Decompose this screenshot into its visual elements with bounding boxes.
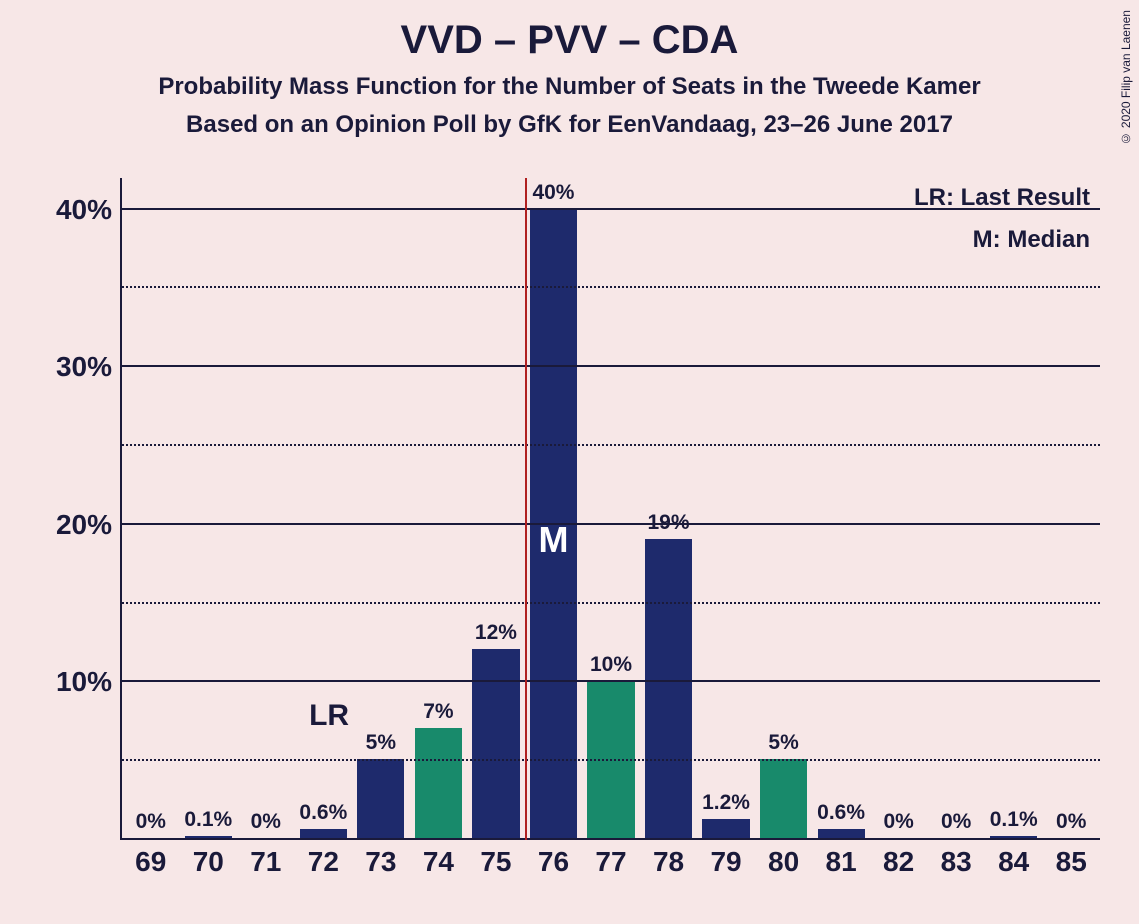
bar-slot: 0%83 [933,178,980,838]
bar-value-label: 5% [768,731,798,755]
bar-slot: 0%69 [127,178,174,838]
x-tick-label: 82 [883,846,914,878]
bar: 0.6% [300,829,347,838]
titles: VVD – PVV – CDA Probability Mass Functio… [0,0,1139,139]
x-tick-label: 70 [193,846,224,878]
y-tick-label: 20% [56,509,112,541]
x-tick-label: 69 [135,846,166,878]
gridline-minor [122,759,1100,761]
x-tick-label: 72 [308,846,339,878]
bar-slot: 5%80 [760,178,807,838]
gridline-major [122,208,1100,210]
bar: 0.1% [185,836,232,838]
bar-value-label: 0.1% [990,808,1038,832]
x-tick-label: 73 [365,846,396,878]
y-tick-label: 30% [56,351,112,383]
bar: 0.6% [818,829,865,838]
x-tick-label: 75 [480,846,511,878]
bar: 19% [645,539,692,838]
bar-value-label: 0.1% [184,808,232,832]
bar-slot: 0.1%84 [990,178,1037,838]
bar-value-label: 1.2% [702,791,750,815]
median-line [525,178,527,840]
bar-value-label: 0% [136,810,166,834]
bar-value-label: 7% [423,700,453,724]
bar-value-label: 0% [251,810,281,834]
y-tick-label: 40% [56,194,112,226]
gridline-minor [122,286,1100,288]
bar-slot: 40%M76 [530,178,577,838]
x-tick-label: 80 [768,846,799,878]
x-tick-label: 77 [595,846,626,878]
subtitle-1: Probability Mass Function for the Number… [0,73,1139,101]
bar-value-label: 0% [941,810,971,834]
bar-slot: 0%85 [1048,178,1095,838]
subtitle-2: Based on an Opinion Poll by GfK for EenV… [0,111,1139,139]
bar: 7% [415,728,462,838]
bar-value-label: 0.6% [817,801,865,825]
bar-slot: 10%77 [587,178,634,838]
main-title: VVD – PVV – CDA [0,18,1139,63]
bar-slot: 5%73 [357,178,404,838]
bar: 5% [357,759,404,838]
bar-value-label: 0% [883,810,913,834]
x-tick-label: 84 [998,846,1029,878]
x-tick-label: 83 [941,846,972,878]
bar-slot: 7%74 [415,178,462,838]
bar: 1.2% [702,819,749,838]
bar-value-label: 12% [475,621,517,645]
last-result-marker: LR [309,699,349,733]
x-tick-label: 85 [1056,846,1087,878]
gridline-major [122,523,1100,525]
bar-slot: 19%78 [645,178,692,838]
gridline-major [122,365,1100,367]
bar-slot: 0%82 [875,178,922,838]
x-tick-label: 79 [710,846,741,878]
copyright-text: © 2020 Filip van Laenen [1119,10,1133,145]
x-tick-label: 74 [423,846,454,878]
x-tick-label: 78 [653,846,684,878]
y-tick-label: 10% [56,666,112,698]
x-tick-label: 76 [538,846,569,878]
median-marker: M [538,519,568,561]
bar: 12% [472,649,519,838]
gridline-minor [122,602,1100,604]
bar: 0.1% [990,836,1037,838]
plot-area: LR: Last Result M: Median 0%690.1%700%71… [120,178,1100,840]
chart: LR: Last Result M: Median 0%690.1%700%71… [40,178,1110,878]
bar-value-label: 40% [532,181,574,205]
bar-slot: 12%75 [472,178,519,838]
x-axis-line [122,838,1100,840]
bar-slot: 1.2%79 [702,178,749,838]
bar-slot: 0.6%81 [818,178,865,838]
x-tick-label: 71 [250,846,281,878]
bar-slot: 0%71 [242,178,289,838]
bar-value-label: 5% [366,731,396,755]
bar-slot: 0.1%70 [185,178,232,838]
gridline-minor [122,444,1100,446]
bar: 5% [760,759,807,838]
bar-value-label: 10% [590,653,632,677]
bar-slot: 0.6%72 [300,178,347,838]
bar-value-label: 0.6% [299,801,347,825]
x-tick-label: 81 [826,846,857,878]
bar-value-label: 0% [1056,810,1086,834]
gridline-major [122,680,1100,682]
bars-container: 0%690.1%700%710.6%725%737%7412%7540%M761… [122,178,1100,838]
